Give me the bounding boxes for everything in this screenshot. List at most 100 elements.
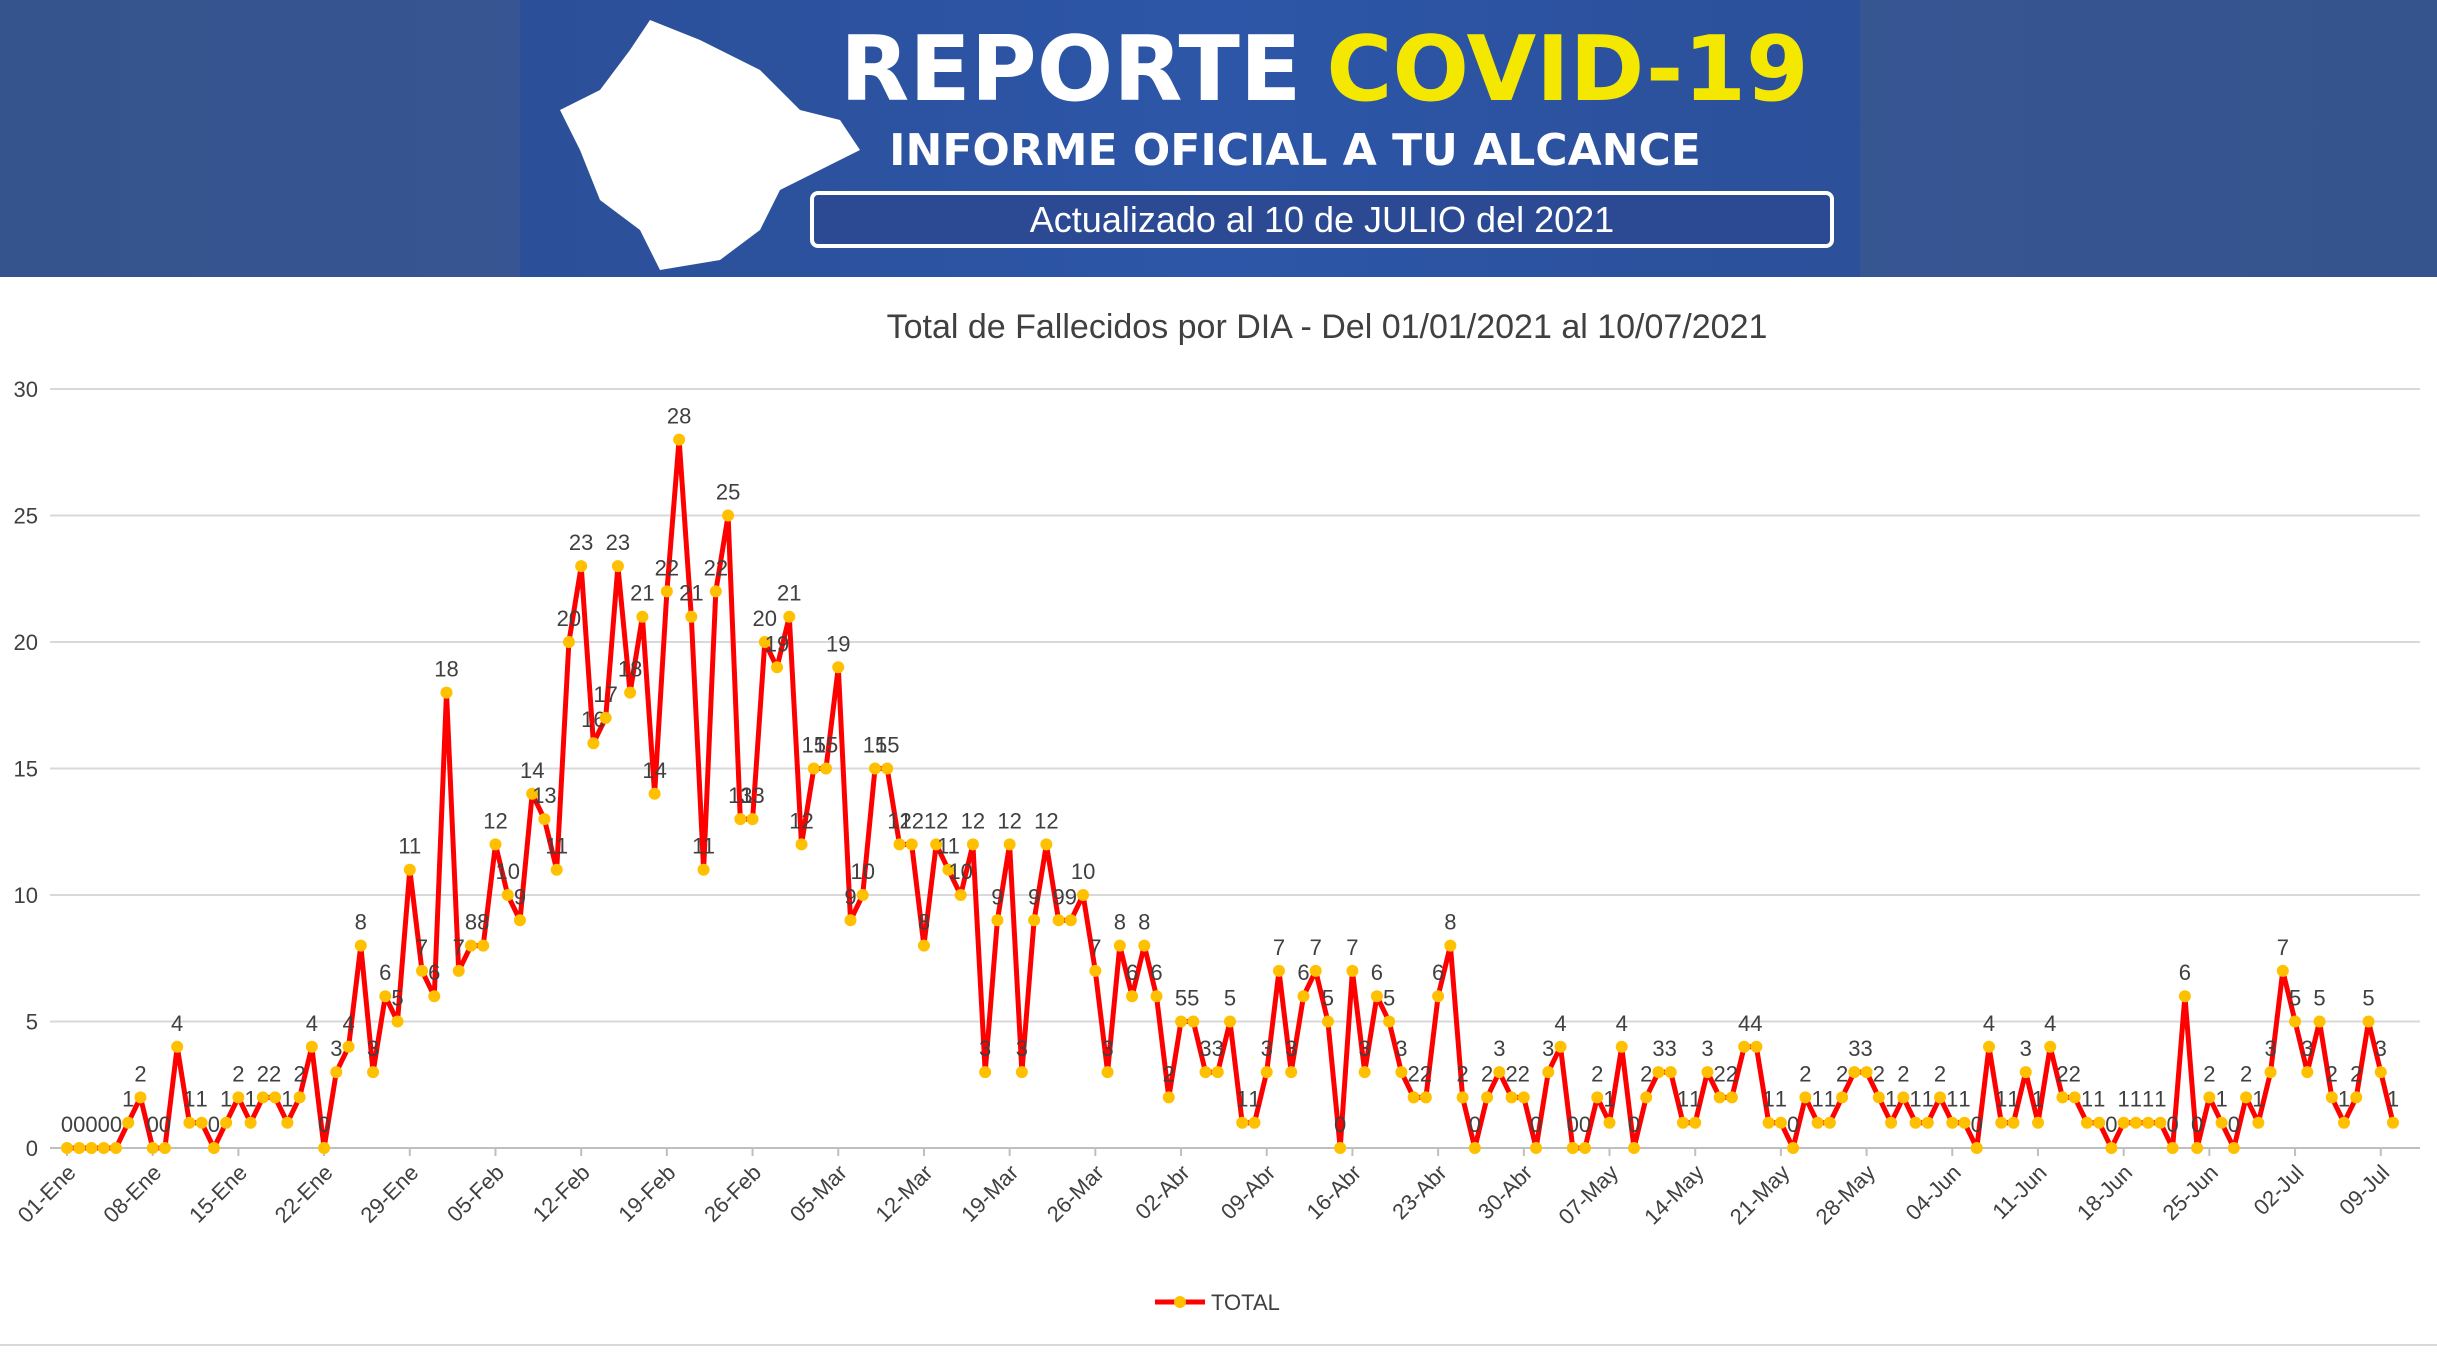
data-label: 3 <box>1665 1036 1677 1061</box>
x-tick-label: 14-May <box>1639 1160 1709 1230</box>
data-label: 2 <box>1518 1061 1530 1086</box>
data-point <box>562 636 575 648</box>
data-point <box>1946 1116 1959 1129</box>
data-label: 22 <box>655 555 679 580</box>
data-point <box>1407 1091 1420 1104</box>
data-label: 8 <box>355 910 367 935</box>
x-tick-label: 01-Ene <box>13 1160 81 1228</box>
x-tick-label: 21-May <box>1725 1160 1795 1230</box>
data-point <box>2338 1116 2351 1129</box>
data-label: 10 <box>495 859 519 884</box>
data-label: 9 <box>1052 884 1064 909</box>
data-label: 1 <box>2142 1087 2154 1112</box>
data-point <box>1370 990 1383 1003</box>
x-tick-label: 22-Ene <box>270 1160 338 1228</box>
data-label: 9 <box>844 884 856 909</box>
data-point <box>1542 1066 1555 1079</box>
data-label: 2 <box>1420 1061 1432 1086</box>
data-label: 12 <box>924 808 948 833</box>
data-point <box>795 838 808 851</box>
y-tick-label: 25 <box>14 504 38 529</box>
data-point <box>1897 1091 1910 1104</box>
data-label: 20 <box>753 606 777 631</box>
data-label: 1 <box>2118 1087 2130 1112</box>
data-label: 2 <box>257 1061 269 1086</box>
data-point <box>1297 990 1310 1003</box>
data-point <box>73 1142 86 1154</box>
data-point <box>183 1116 196 1129</box>
data-label: 2 <box>2069 1061 2081 1086</box>
data-point <box>2325 1091 2338 1104</box>
data-point <box>1750 1040 1763 1053</box>
data-point <box>1725 1091 1738 1104</box>
x-tick-label: 29-Ene <box>355 1160 423 1228</box>
data-label: 15 <box>863 733 887 758</box>
data-label: 0 <box>2105 1112 2117 1137</box>
data-point <box>2301 1066 2314 1079</box>
data-point <box>599 711 612 724</box>
data-label: 5 <box>2362 986 2374 1011</box>
data-label: 9 <box>514 884 526 909</box>
data-label: 5 <box>1224 986 1236 1011</box>
data-label: 2 <box>2203 1061 2215 1086</box>
data-point <box>428 990 441 1003</box>
data-point <box>367 1066 380 1079</box>
data-label: 10 <box>850 859 874 884</box>
data-point <box>379 990 392 1003</box>
chart-title: Total de Fallecidos por DIA - Del 01/01/… <box>887 308 1768 346</box>
data-label: 11 <box>398 834 421 859</box>
data-label: 1 <box>1811 1087 1823 1112</box>
data-label: 8 <box>918 910 930 935</box>
data-line <box>67 437 2396 1151</box>
data-label: 2 <box>1456 1061 1468 1086</box>
data-point <box>1052 914 1065 927</box>
data-label: 1 <box>1603 1087 1615 1112</box>
data-label: 7 <box>1089 935 1101 960</box>
data-label: 3 <box>1016 1036 1028 1061</box>
data-point <box>1530 1142 1543 1154</box>
data-point <box>1885 1116 1898 1129</box>
data-label: 19 <box>826 631 850 656</box>
data-point <box>648 787 661 800</box>
data-label: 28 <box>667 404 691 429</box>
x-tick-label: 04-Jun <box>1901 1160 1966 1225</box>
data-label: 13 <box>728 783 752 808</box>
data-label: 1 <box>281 1087 293 1112</box>
data-label: 0 <box>1567 1112 1579 1137</box>
data-label: 13 <box>740 783 764 808</box>
data-point <box>587 737 600 750</box>
data-label: 0 <box>147 1112 159 1137</box>
data-point <box>2105 1142 2118 1154</box>
data-point <box>1028 914 1041 927</box>
data-point <box>2117 1116 2130 1129</box>
data-label: 1 <box>1958 1087 1970 1112</box>
data-label: 21 <box>630 581 654 606</box>
data-point <box>1579 1142 1592 1154</box>
data-point <box>1860 1066 1873 1079</box>
data-point <box>1517 1091 1530 1104</box>
data-point <box>1321 1015 1334 1028</box>
data-label: 10 <box>1071 859 1095 884</box>
data-label: 23 <box>569 530 593 555</box>
data-label: 6 <box>1432 960 1444 985</box>
data-point <box>1811 1116 1824 1129</box>
data-point <box>1738 1040 1751 1053</box>
data-point <box>1040 838 1053 851</box>
y-tick-label: 30 <box>14 377 38 402</box>
data-label: 1 <box>2032 1087 2044 1112</box>
data-point <box>1003 838 1016 851</box>
data-label: 1 <box>2007 1087 2019 1112</box>
data-label: 2 <box>2056 1061 2068 1086</box>
data-label: 18 <box>618 657 642 682</box>
data-point <box>122 1116 135 1129</box>
data-point <box>881 762 894 775</box>
data-label: 7 <box>453 935 465 960</box>
data-point <box>2044 1040 2057 1053</box>
data-label: 5 <box>1187 986 1199 1011</box>
data-point <box>1554 1040 1567 1053</box>
data-point <box>734 813 747 826</box>
data-label: 21 <box>777 581 801 606</box>
data-label: 2 <box>2350 1061 2362 1086</box>
data-label: 6 <box>1371 960 1383 985</box>
data-point <box>1175 1015 1188 1028</box>
